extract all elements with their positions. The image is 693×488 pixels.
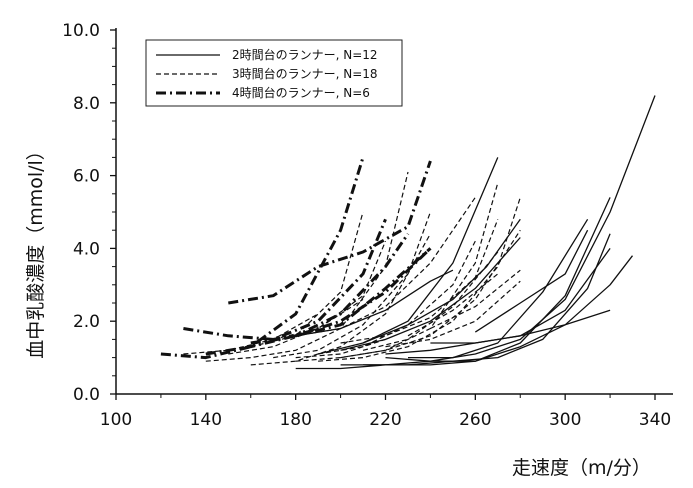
x-tick-label: 100	[100, 410, 132, 430]
y-tick-label: 4.0	[73, 239, 100, 259]
plot-area	[160, 95, 656, 370]
series-line-2h-12	[295, 269, 454, 337]
series-line-2h-11	[362, 218, 521, 344]
series-line-3h-21	[295, 197, 476, 337]
x-tick-label: 340	[639, 410, 671, 430]
series-line-4h-31	[160, 156, 365, 360]
x-tick-label: 260	[459, 410, 491, 430]
series-line-3h-30	[183, 313, 319, 355]
series-line-3h-17	[318, 197, 521, 362]
series-line-2h-1	[295, 95, 656, 370]
x-tick-label: 300	[549, 410, 581, 430]
axes: 100 140 180 220 260 300 340 0.0 2.0 4.0 6.0 8.0 10.0	[62, 21, 673, 430]
x-tick-label: 180	[279, 410, 311, 430]
series-line-3h-29	[407, 273, 499, 337]
x-axis-title: 走速度（m/分）	[512, 457, 651, 479]
legend-label: 3時間台のランナー, N=18	[232, 66, 378, 81]
series-line-3h-15	[273, 211, 431, 359]
series-line-4h-34	[205, 247, 432, 356]
series-line-4h-36	[295, 247, 432, 338]
series-line-2h-7	[385, 309, 611, 355]
y-tick-label: 8.0	[73, 94, 100, 114]
series-line-3h-20	[273, 240, 387, 340]
series-line-3h-18	[340, 229, 521, 359]
series-line-2h-5	[408, 218, 589, 359]
legend-label: 4時間台のランナー, N=6	[232, 85, 370, 100]
series-line-4h-32	[183, 218, 387, 341]
legend-box	[145, 39, 403, 107]
series-line-3h-27	[295, 338, 386, 359]
series-line-2h-10	[340, 237, 521, 351]
legend: 2時間台のランナー, N=12 3時間台のランナー, N=18 4時間台のランナー,…	[145, 39, 403, 107]
y-tick-label: 6.0	[73, 167, 100, 187]
x-tick-label: 220	[369, 410, 401, 430]
y-tick-label: 2.0	[73, 312, 100, 332]
series-line-3h-22	[340, 219, 499, 344]
series-line-3h-16	[295, 182, 499, 362]
series-line-3h-13	[205, 171, 409, 362]
y-tick-label: 10.0	[62, 21, 100, 41]
series-line-3h-24	[318, 240, 476, 355]
series-line-3h-26	[430, 269, 521, 330]
y-axis-title: 血中乳酸濃度（mmol/l）	[25, 141, 47, 359]
legend-label: 2時間台のランナー, N=12	[232, 47, 378, 62]
series-line-2h-8	[474, 229, 589, 333]
y-tick-label: 0.0	[73, 385, 100, 405]
series-line-4h-35	[250, 232, 410, 345]
series-line-4h-33	[228, 160, 432, 305]
series-line-2h-4	[385, 197, 611, 362]
series-line-3h-14	[250, 233, 431, 366]
x-tick-label: 140	[190, 410, 222, 430]
series-line-2h-3	[363, 233, 611, 366]
series-line-2h-9	[317, 157, 499, 355]
series-line-3h-23	[385, 280, 521, 348]
